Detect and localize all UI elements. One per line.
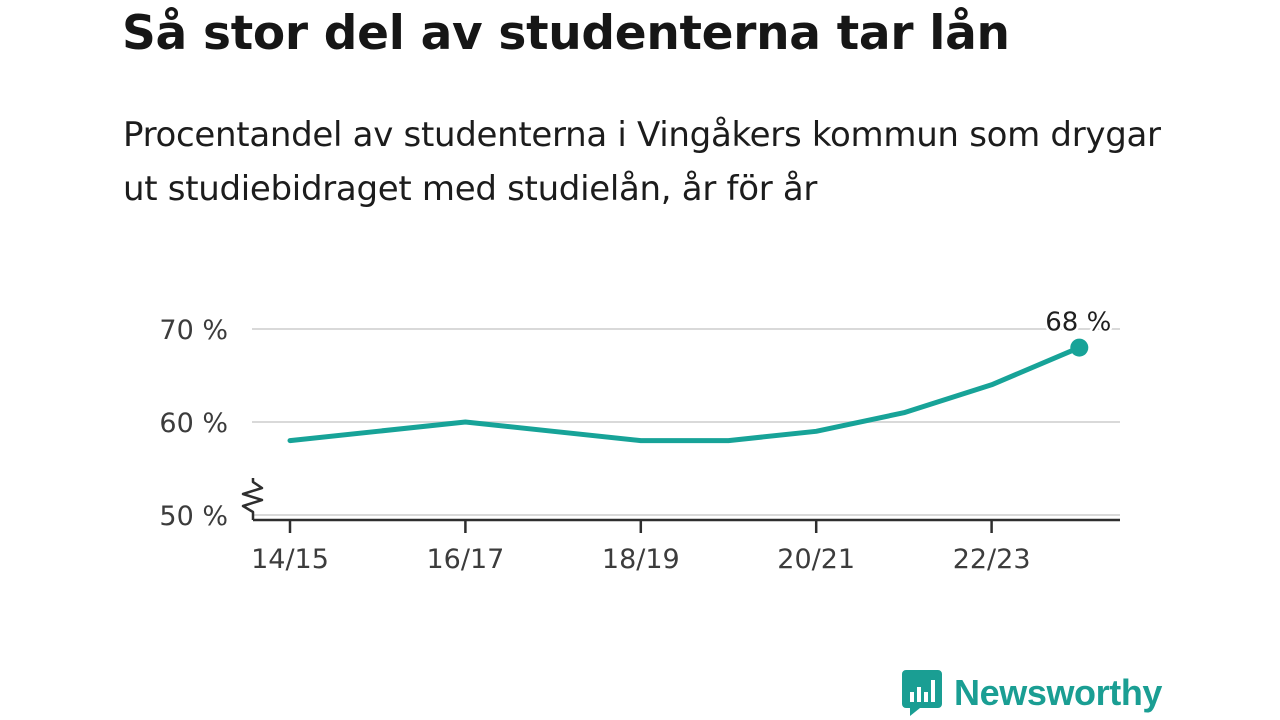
y-tick-label: 60 %	[159, 408, 228, 439]
y-tick-label: 50 %	[159, 501, 228, 532]
x-axis	[241, 478, 1120, 522]
x-tick-label: 22/23	[953, 544, 1031, 575]
y-axis-ticks: 50 % 60 % 70 %	[159, 315, 228, 532]
y-tick-label: 70 %	[159, 315, 228, 346]
brand-name: Newsworthy	[954, 672, 1163, 713]
last-value-label: 68 %	[1045, 308, 1111, 338]
axis-break-mark	[241, 478, 264, 520]
chart-subtitle: Procentandel av studenterna i Vingåkers …	[123, 115, 1161, 209]
bar-chart-icon	[902, 670, 942, 716]
newsworthy-logo: Newsworthy	[902, 670, 1162, 716]
last-value-label-halo: 68 %	[1045, 308, 1111, 338]
x-tick-label: 18/19	[602, 544, 680, 575]
series	[287, 338, 1089, 444]
last-point-marker	[1070, 338, 1089, 357]
gridlines	[252, 328, 1120, 516]
x-tick-label: 16/17	[426, 544, 504, 575]
series-line	[287, 345, 1082, 444]
x-axis-ticks: 14/15 16/17 18/19 20/21 22/23	[251, 520, 1031, 575]
data-labels: 68 %68 %	[1043, 305, 1114, 340]
x-tick-label: 20/21	[777, 544, 855, 575]
x-tick-label: 14/15	[251, 544, 329, 575]
chart-title: Så stor del av studenterna tar lån	[122, 6, 1010, 61]
